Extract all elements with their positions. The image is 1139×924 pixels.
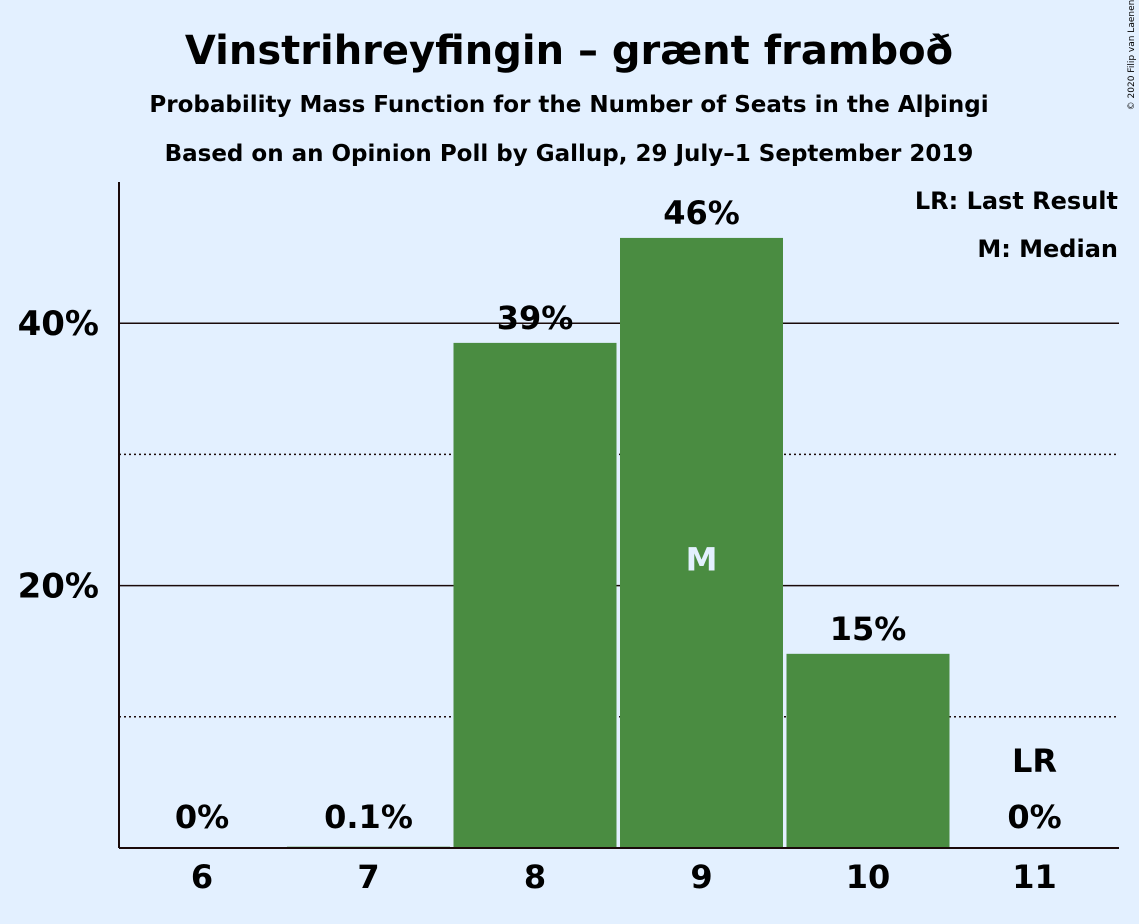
bar-10 bbox=[786, 653, 950, 848]
data-label: 46% bbox=[663, 194, 740, 232]
x-tick-label: 11 bbox=[1012, 858, 1057, 896]
last-result-marker: LR bbox=[1012, 742, 1057, 780]
legend-last-result: LR: Last Result bbox=[915, 187, 1118, 215]
data-label: 0% bbox=[1007, 798, 1061, 836]
chart-subtitle: Probability Mass Function for the Number… bbox=[149, 92, 988, 118]
y-tick-label: 40% bbox=[18, 304, 99, 344]
bar-8 bbox=[453, 342, 617, 848]
y-tick-label: 20% bbox=[18, 567, 99, 607]
x-tick-label: 7 bbox=[357, 858, 379, 896]
data-label: 0.1% bbox=[324, 798, 413, 836]
x-tick-label: 10 bbox=[846, 858, 891, 896]
data-label: 15% bbox=[830, 610, 907, 648]
data-label: 39% bbox=[497, 299, 574, 337]
x-tick-label: 6 bbox=[191, 858, 213, 896]
bars bbox=[287, 237, 950, 849]
legend-median: M: Median bbox=[977, 235, 1118, 263]
data-labels: 20% 40% 6 0% 7 0.1% 8 39% 9 46% M 10 15% 11 0% LR bbox=[18, 194, 1062, 896]
copyright-notice: © 2020 Filip van Laenen bbox=[1127, 0, 1137, 110]
x-tick-label: 9 bbox=[690, 858, 712, 896]
bar-9 bbox=[620, 237, 783, 849]
chart-subtitle-source: Based on an Opinion Poll by Gallup, 29 J… bbox=[165, 141, 974, 167]
data-label: 0% bbox=[175, 798, 229, 836]
gridlines bbox=[119, 322, 1119, 718]
median-marker: M bbox=[686, 540, 718, 578]
x-tick-label: 8 bbox=[524, 858, 546, 896]
chart-title: Vinstrihreyfingin – grænt framboð bbox=[185, 28, 953, 74]
